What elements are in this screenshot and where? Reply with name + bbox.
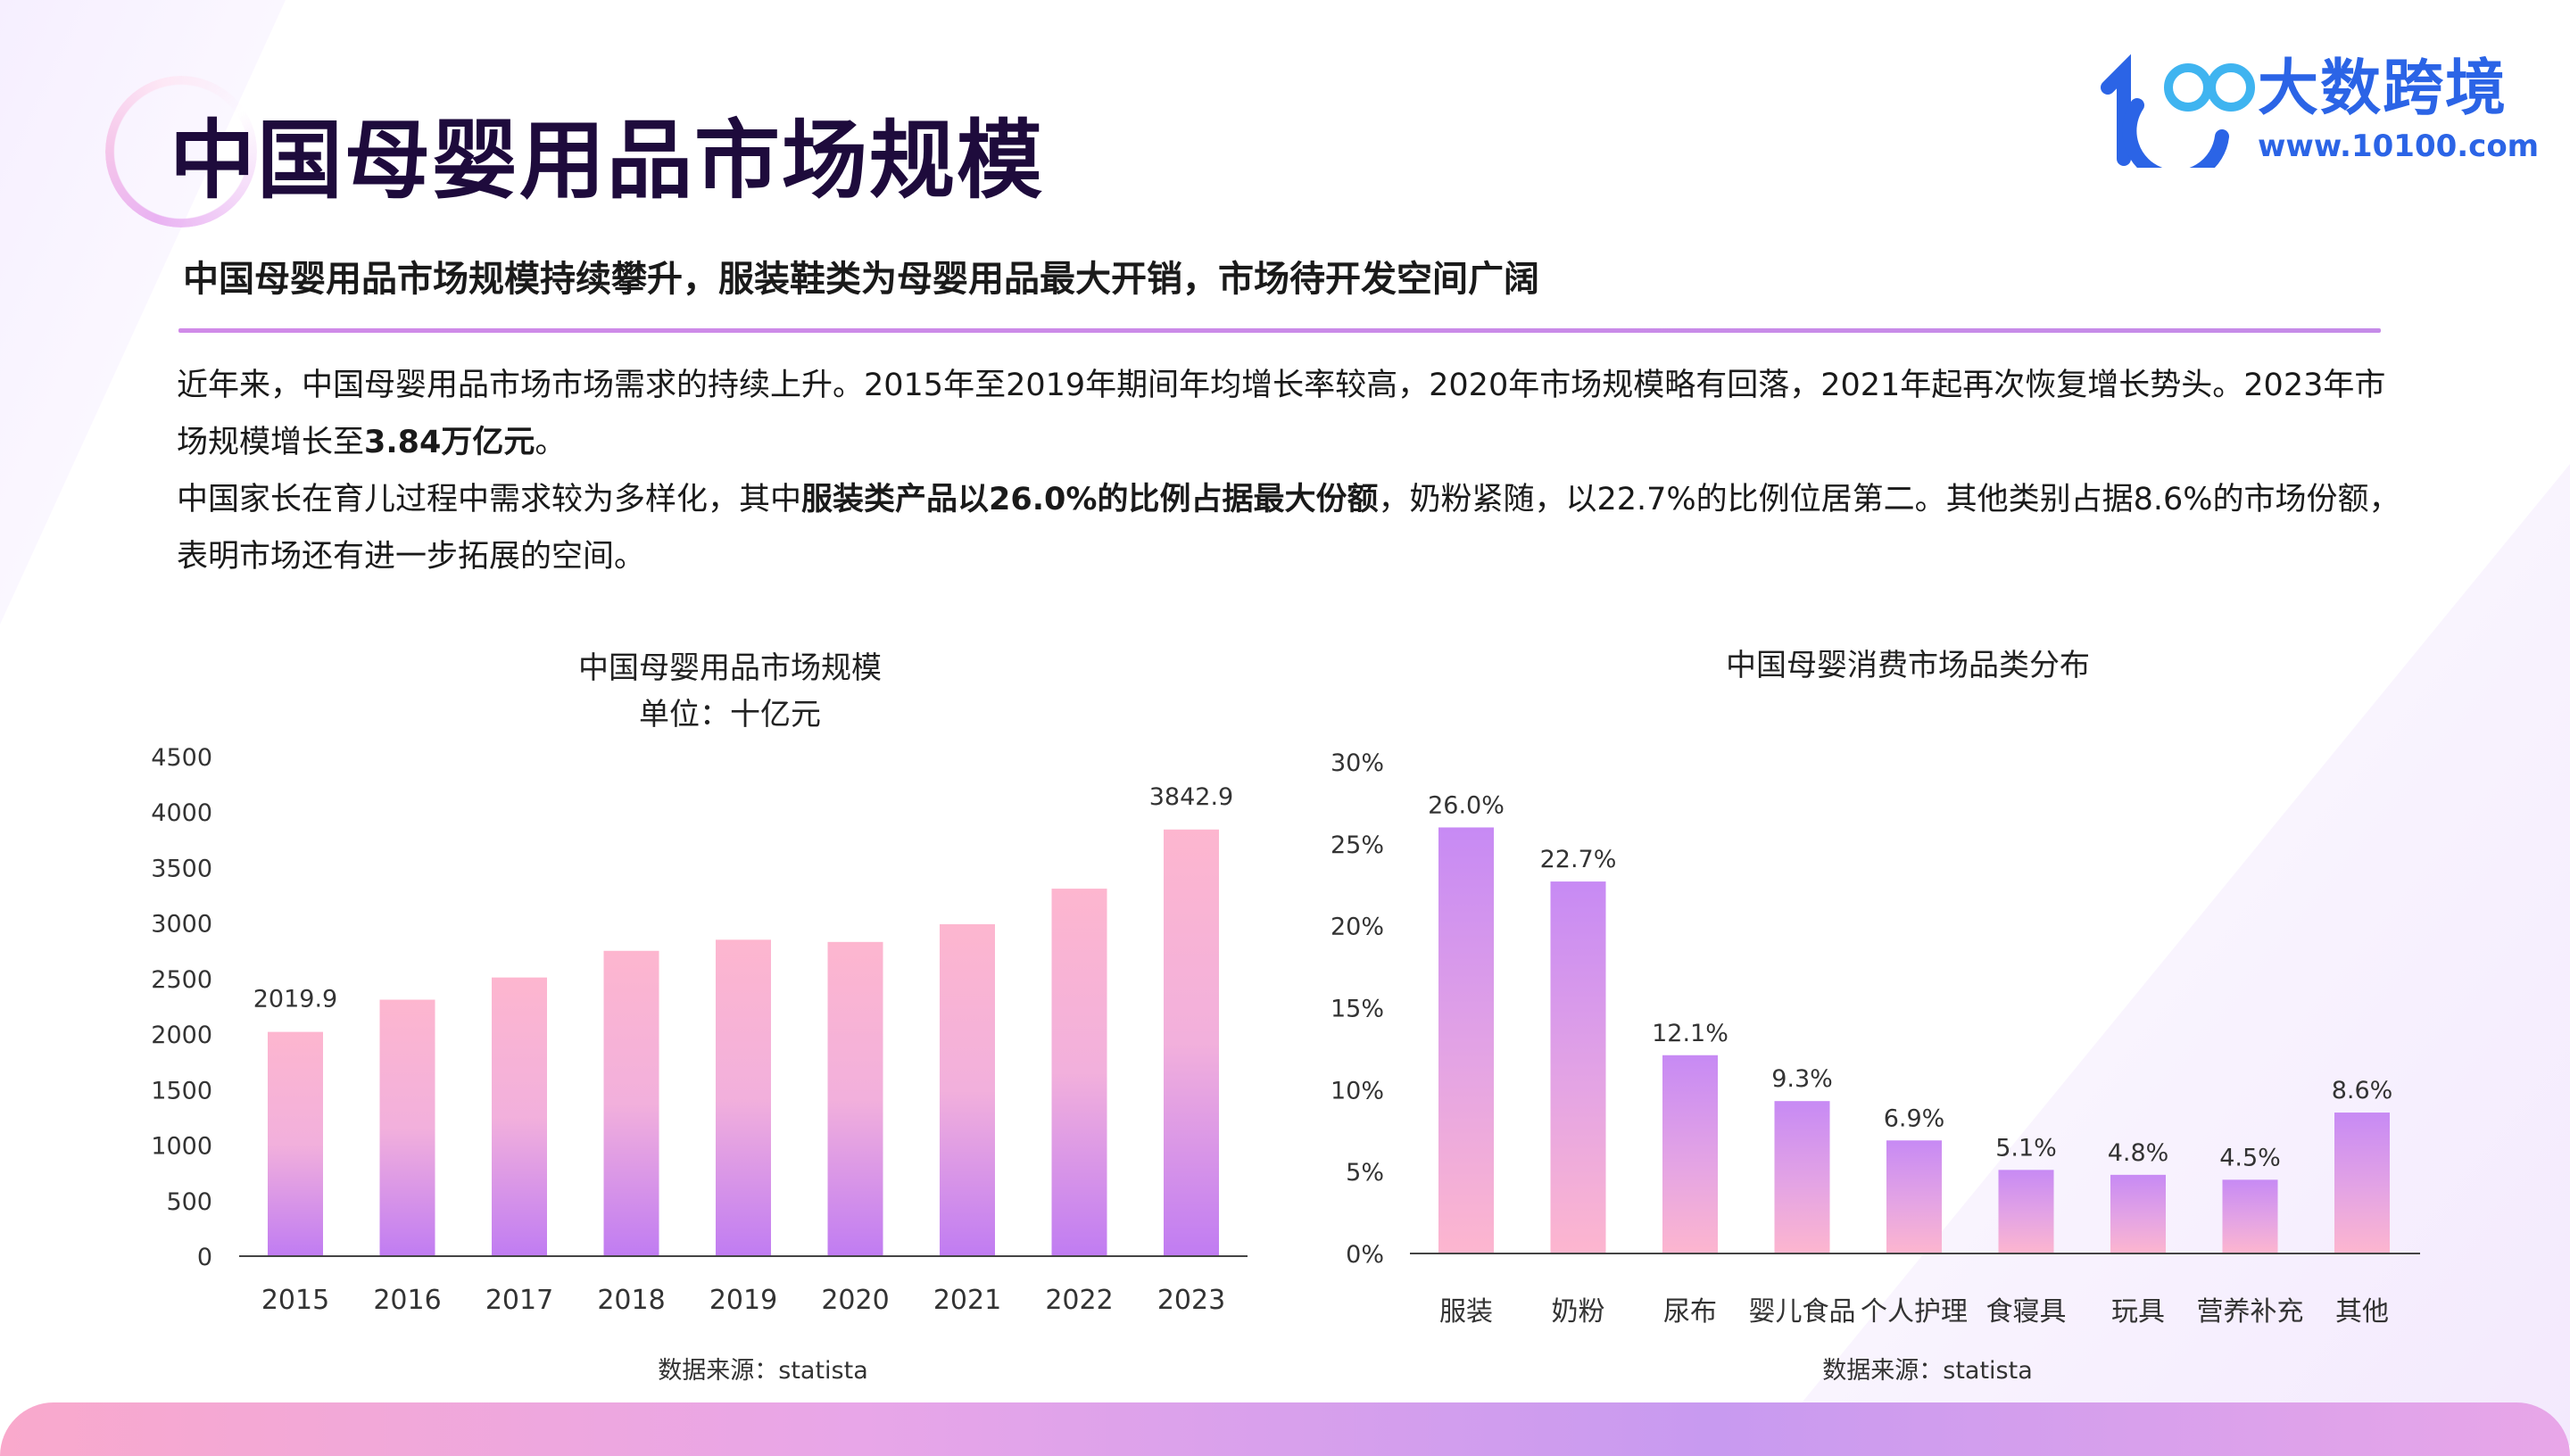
market-bar <box>379 999 435 1256</box>
category-data-label: 4.8% <box>2108 1139 2169 1167</box>
category-x-tick-label: 玩具 <box>2111 1296 2165 1328</box>
market-data-label: 2019.9 <box>253 986 337 1013</box>
category-bar <box>2222 1179 2278 1253</box>
market-bar <box>268 1031 323 1256</box>
market-y-tick-label: 2500 <box>151 966 212 994</box>
category-y-tick-label: 25% <box>1331 831 1384 859</box>
category-y-tick-label: 15% <box>1331 996 1384 1023</box>
market-chart-title: 中国母婴用品市场规模 <box>578 650 882 686</box>
paragraph-2-text: 中国家长在育儿过程中需求较为多样化，其中 <box>177 482 802 517</box>
category-bar <box>1774 1101 1830 1253</box>
market-x-tick-label: 2016 <box>373 1285 441 1316</box>
category-y-tick-label: 10% <box>1331 1077 1384 1104</box>
category-x-tick-label: 食寝具 <box>1986 1296 2067 1328</box>
paragraph-2-highlight: 服装类产品以26.0%的比例占据最大份额 <box>801 482 1379 517</box>
paragraph-1-text: 近年来，中国母婴用品市场市场需求的持续上升。2015年至2019年期间年均增长率… <box>177 368 2386 460</box>
category-bar <box>1438 827 1494 1253</box>
market-bar <box>940 923 995 1256</box>
category-data-label: 9.3% <box>1771 1065 1833 1093</box>
category-data-label: 5.1% <box>1995 1134 2057 1162</box>
paragraph-2: 中国家长在育儿过程中需求较为多样化，其中服装类产品以26.0%的比例占据最大份额… <box>177 471 2408 585</box>
category-y-tick-label: 20% <box>1331 914 1384 941</box>
category-data-label: 8.6% <box>2332 1077 2393 1104</box>
market-y-tick-label: 1500 <box>151 1077 212 1104</box>
category-bar <box>1998 1170 2054 1253</box>
category-y-tick-label: 0% <box>1346 1241 1384 1269</box>
market-data-label: 3842.9 <box>1149 783 1233 811</box>
category-data-label: 4.5% <box>2219 1144 2281 1171</box>
market-y-tick-label: 3000 <box>151 911 212 939</box>
market-chart-source: 数据来源：statista <box>658 1357 868 1385</box>
category-data-label: 6.9% <box>1884 1104 1945 1132</box>
market-y-tick-label: 4500 <box>151 744 212 772</box>
category-x-tick-label: 服装 <box>1439 1296 1493 1328</box>
market-x-tick-label: 2017 <box>485 1285 553 1316</box>
market-x-tick-label: 2022 <box>1045 1285 1113 1316</box>
category-bar <box>1662 1055 1718 1253</box>
market-y-tick-label: 1000 <box>151 1133 212 1161</box>
category-x-tick-label: 尿布 <box>1663 1296 1717 1328</box>
market-x-tick-label: 2015 <box>261 1285 329 1316</box>
market-y-tick-label: 500 <box>166 1188 212 1216</box>
page-title: 中国母婴用品市场规模 <box>170 111 1044 211</box>
category-distribution-chart: 中国母婴消费市场品类分布 0% 5% 10% 15% 20% 25% 30% 服装 奶粉 尿布婴… <box>1331 648 2420 1385</box>
paragraph-1: 近年来，中国母婴用品市场市场需求的持续上升。2015年至2019年期间年均增长率… <box>177 357 2408 471</box>
category-bar <box>1886 1140 1942 1253</box>
category-x-tick-label: 婴儿食品 <box>1749 1296 1856 1328</box>
market-x-tick-label: 2019 <box>709 1285 777 1316</box>
logo-text: 大数跨境 <box>2258 54 2508 124</box>
category-x-tick-label: 营养补充 <box>2197 1296 2304 1328</box>
category-bar <box>2110 1174 2166 1253</box>
category-bar <box>1550 881 1606 1253</box>
market-bar <box>1164 829 1219 1256</box>
market-x-tick-label: 2021 <box>933 1285 1001 1316</box>
market-bar <box>1051 889 1107 1256</box>
market-x-tick-label: 2023 <box>1157 1285 1225 1316</box>
market-y-tick-label: 3500 <box>151 855 212 882</box>
paragraph-2-end: ，奶粉紧随，以22.7%的比例位居第二。其他类别占据8.6%的市场份额，表明市场… <box>177 482 2400 575</box>
logo-icon <box>2101 54 2255 168</box>
category-x-tick-label: 个人护理 <box>1861 1296 1968 1328</box>
market-size-chart: 中国母婴用品市场规模 单位：十亿元 0 500 1000 1500 2000 2500 30… <box>151 650 1248 1385</box>
category-bar <box>2334 1113 2390 1253</box>
divider <box>178 328 2381 333</box>
category-x-tick-label: 奶粉 <box>1552 1296 1605 1328</box>
market-chart-unit: 单位：十亿元 <box>639 697 821 732</box>
category-chart-source: 数据来源：statista <box>1822 1357 2033 1385</box>
market-y-tick-label: 4000 <box>151 799 212 827</box>
paragraph-1-end: 。 <box>535 425 567 460</box>
category-x-tick-label: 其他 <box>2335 1296 2389 1328</box>
section-subtitle: 中国母婴用品市场规模持续攀升，服装鞋类为母婴用品最大开销，市场待开发空间广阔 <box>183 259 1539 300</box>
market-bar <box>603 950 659 1256</box>
market-bar <box>827 941 883 1256</box>
title-ring-decoration <box>105 76 257 228</box>
category-data-label: 12.1% <box>1652 1020 1729 1047</box>
market-x-tick-label: 2018 <box>597 1285 665 1316</box>
logo-url[interactable]: www.10100.com <box>2258 128 2540 164</box>
market-x-tick-label: 2020 <box>821 1285 889 1316</box>
market-bar <box>716 939 771 1256</box>
market-y-tick-label: 0 <box>197 1244 212 1271</box>
market-y-tick-label: 2000 <box>151 1022 212 1049</box>
category-data-label: 22.7% <box>1540 846 1617 873</box>
category-chart-title: 中国母婴消费市场品类分布 <box>1726 648 2090 683</box>
category-y-tick-label: 5% <box>1346 1159 1384 1187</box>
market-bar <box>492 977 547 1256</box>
category-y-tick-label: 30% <box>1331 749 1384 777</box>
paragraph-1-highlight: 3.84万亿元 <box>364 425 535 460</box>
category-data-label: 26.0% <box>1428 791 1505 819</box>
